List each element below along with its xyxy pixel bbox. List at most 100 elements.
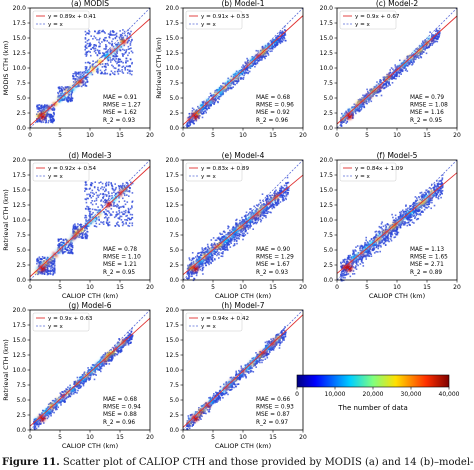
density-peak [121,40,125,44]
density-cell [53,119,55,122]
density-cell [114,189,116,192]
density-cell [245,72,248,74]
density-peak [255,212,259,216]
density-cell [90,196,93,199]
density-cell [128,222,131,224]
y-tick-label: 15.0 [13,35,27,42]
density-cell [377,247,379,250]
density-cell [280,188,282,190]
density-cell [77,223,79,225]
density-cell [115,195,117,198]
density-cell [60,90,62,92]
density-cell [285,182,288,185]
density-cell [186,273,189,275]
density-cell [260,213,263,215]
density-cell [60,241,63,243]
density-cell [115,222,118,225]
density-cell [271,47,274,49]
density-cell [39,262,42,265]
density-cell [89,217,91,219]
density-cell [193,272,195,274]
density-cell [266,208,269,210]
density-cell [203,248,206,250]
density-cell [103,54,106,56]
density-cell [205,104,208,107]
density-cell [381,86,384,89]
density-cell [123,30,126,33]
density-cell [255,219,258,221]
density-cell [89,210,92,213]
density-cell [88,213,91,215]
density-cell [60,94,62,97]
density-cell [375,94,377,97]
density-cell [238,232,240,235]
density-cell [410,60,412,63]
density-cell [76,226,79,228]
density-cell [188,125,190,127]
density-peak [118,191,123,195]
density-cell [362,96,365,99]
density-cell [70,249,72,251]
density-cell [240,222,243,224]
density-cell [63,251,65,253]
density-cell [275,38,277,41]
density-cell [85,188,87,191]
density-cell [70,245,72,247]
density-cell [39,118,41,121]
density-cell [277,39,279,41]
density-cell [410,55,413,57]
density-cell [100,72,103,74]
density-cell [89,42,91,44]
density-cell [88,188,91,190]
density-cell [383,79,385,81]
density-cell [205,261,208,264]
density-cell [40,120,43,122]
density-cell [128,195,130,197]
density-cell [38,119,41,122]
density-cell [261,55,264,57]
density-cell [284,188,287,190]
density-cell [187,125,189,127]
y-tick-label: 17.5 [13,20,27,27]
density-cell [227,243,230,245]
density-cell [432,39,434,42]
density-cell [99,193,102,195]
density-cell [272,41,274,43]
density-cell [116,50,119,52]
density-cell [52,271,55,273]
density-cell [285,184,288,187]
density-cell [121,53,124,55]
density-cell [250,225,252,227]
density-cell [102,223,105,225]
density-cell [261,59,263,61]
density-cell [232,226,234,229]
density-cell [255,49,258,52]
density-cell [418,57,420,59]
density-cell [260,211,262,214]
density-cell [123,200,126,202]
density-cell [96,61,98,63]
density-cell [266,52,268,55]
density-cell [50,264,52,266]
density-cell [101,205,104,207]
density-cell [111,72,114,74]
density-cell [282,32,284,34]
density-cell [276,37,278,40]
density-cell [287,181,290,184]
density-cell [109,30,112,33]
density-cell [106,58,109,60]
density-cell [71,246,74,249]
density-cell [129,36,132,38]
legend-fit-label: y = 0.92x + 0.54 [48,166,96,172]
density-cell [400,73,402,75]
density-cell [210,252,213,254]
density-cell [84,187,86,190]
x-axis-label: CALIOP CTH (km) [215,292,271,300]
density-cell [85,208,87,210]
density-cell [211,101,214,103]
density-cell [40,111,43,113]
density-cell [79,225,82,228]
density-cell [130,50,133,52]
